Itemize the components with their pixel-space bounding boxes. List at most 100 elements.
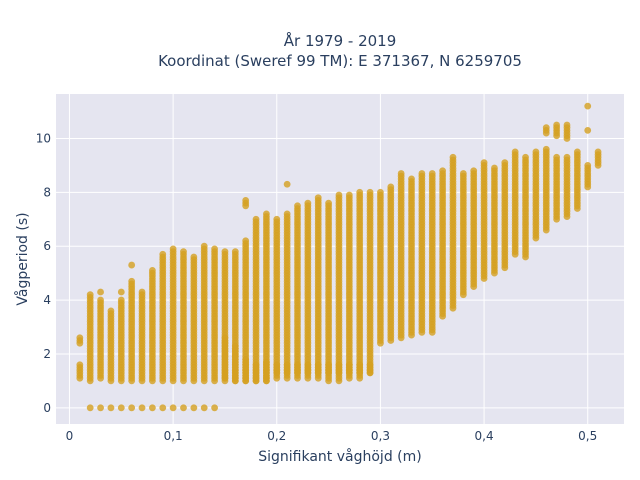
data-point bbox=[180, 404, 187, 412]
data-point bbox=[480, 159, 488, 167]
data-point bbox=[408, 175, 415, 183]
data-point bbox=[439, 167, 447, 175]
x-tick-label: 0,4 bbox=[475, 429, 494, 443]
data-point bbox=[107, 307, 115, 315]
data-point bbox=[221, 334, 229, 342]
data-point bbox=[345, 361, 353, 369]
data-point bbox=[190, 404, 198, 412]
data-point bbox=[148, 267, 156, 274]
data-point bbox=[138, 404, 146, 412]
data-point bbox=[294, 202, 301, 210]
data-point bbox=[356, 188, 364, 196]
data-point bbox=[211, 245, 218, 253]
chart-title-line-2: Koordinat (Sweref 99 TM): E 371367, N 62… bbox=[158, 52, 522, 70]
data-point bbox=[169, 404, 177, 412]
data-point bbox=[314, 361, 322, 369]
y-tick-label: 6 bbox=[43, 239, 51, 253]
data-point bbox=[231, 342, 239, 350]
data-point bbox=[387, 183, 395, 191]
data-point bbox=[86, 291, 94, 299]
data-point bbox=[314, 194, 322, 202]
data-point bbox=[366, 361, 374, 369]
y-tick-label: 10 bbox=[36, 131, 51, 145]
data-point bbox=[263, 210, 270, 218]
data-point bbox=[397, 170, 405, 177]
data-point bbox=[594, 148, 602, 156]
data-point bbox=[584, 102, 592, 110]
data-point bbox=[283, 210, 291, 218]
data-point bbox=[159, 404, 167, 412]
data-point bbox=[200, 404, 208, 412]
chart-title-line-1: År 1979 - 2019 bbox=[284, 31, 397, 50]
data-point bbox=[97, 288, 104, 296]
data-point bbox=[553, 153, 561, 161]
data-point bbox=[584, 161, 592, 169]
data-point bbox=[335, 191, 343, 199]
data-points bbox=[76, 102, 602, 412]
data-point bbox=[542, 124, 550, 132]
data-point bbox=[304, 361, 312, 369]
data-point bbox=[97, 296, 104, 304]
data-point bbox=[86, 404, 94, 412]
y-tick-label: 4 bbox=[43, 293, 51, 307]
y-tick-label: 0 bbox=[43, 401, 51, 415]
data-point bbox=[377, 188, 384, 196]
data-point bbox=[252, 215, 260, 223]
data-point bbox=[335, 361, 343, 369]
data-point bbox=[117, 404, 125, 412]
data-point bbox=[107, 404, 115, 412]
data-point bbox=[584, 126, 592, 134]
data-point bbox=[128, 277, 136, 285]
data-point bbox=[180, 248, 187, 255]
data-point bbox=[449, 153, 457, 161]
data-point bbox=[76, 361, 84, 369]
y-tick-label: 8 bbox=[43, 185, 51, 199]
data-point bbox=[273, 215, 281, 223]
data-point bbox=[252, 361, 260, 369]
x-tick-label: 0,1 bbox=[164, 429, 183, 443]
x-tick-labels: 0 0,1 0,2 0,3 0,4 0,5 bbox=[66, 429, 598, 443]
data-point bbox=[532, 148, 540, 156]
data-point bbox=[511, 148, 519, 156]
data-point bbox=[501, 159, 509, 167]
data-point bbox=[542, 145, 550, 153]
data-point bbox=[231, 248, 239, 255]
data-point bbox=[304, 199, 312, 207]
data-point bbox=[294, 361, 301, 369]
x-tick-label: 0,3 bbox=[371, 429, 390, 443]
data-point bbox=[345, 191, 353, 199]
data-point bbox=[200, 242, 208, 250]
data-point bbox=[190, 253, 198, 261]
x-tick-label: 0,5 bbox=[578, 429, 597, 443]
data-point bbox=[553, 121, 561, 129]
data-point bbox=[138, 288, 146, 296]
data-point bbox=[563, 121, 571, 129]
x-tick-label: 0 bbox=[66, 429, 74, 443]
data-point bbox=[459, 170, 467, 177]
data-point bbox=[169, 245, 177, 253]
y-tick-label: 2 bbox=[43, 347, 51, 361]
data-point bbox=[117, 288, 125, 296]
data-point bbox=[242, 237, 250, 245]
data-point bbox=[76, 334, 84, 342]
data-point bbox=[428, 170, 436, 177]
data-point bbox=[263, 358, 270, 366]
data-point bbox=[128, 261, 136, 269]
data-point bbox=[522, 153, 529, 161]
data-point bbox=[97, 404, 104, 412]
data-point bbox=[283, 180, 291, 188]
data-point bbox=[159, 250, 167, 258]
data-point bbox=[283, 361, 291, 369]
y-tick-labels: 0 2 4 6 8 10 bbox=[36, 131, 51, 414]
data-point bbox=[117, 296, 125, 304]
data-point bbox=[366, 188, 374, 196]
x-axis-title: Signifikant våghöjd (m) bbox=[258, 448, 421, 465]
data-point bbox=[242, 197, 250, 204]
data-point bbox=[242, 355, 250, 363]
data-point bbox=[418, 170, 426, 177]
data-point bbox=[470, 167, 478, 175]
data-point bbox=[356, 361, 364, 369]
data-point bbox=[325, 199, 332, 207]
x-tick-label: 0,2 bbox=[267, 429, 286, 443]
